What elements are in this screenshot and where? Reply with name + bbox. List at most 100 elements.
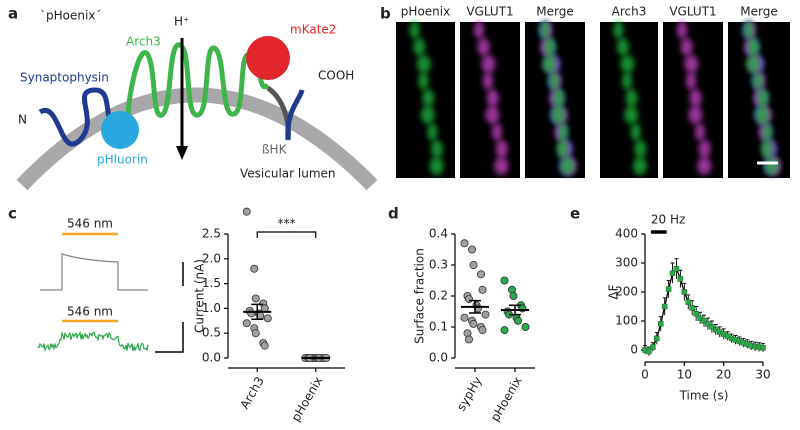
x-tick-label: Arch3 — [237, 374, 266, 411]
signal — [556, 140, 569, 158]
data-point — [467, 245, 476, 254]
data-point — [677, 276, 684, 282]
panel-b: b pHoenix VGLUT1 Merge Arch3 VGLUT1 Merge — [380, 5, 790, 178]
data-point — [469, 260, 478, 269]
synaptophysin-n — [38, 87, 131, 147]
data-point — [657, 321, 664, 327]
signal — [677, 21, 687, 39]
signal — [422, 89, 435, 107]
image-header: Arch3 — [612, 5, 647, 19]
signal — [755, 106, 770, 124]
data-point — [460, 239, 469, 248]
panel-c-traces: 546 nm 546 nm — [37, 217, 184, 353]
y-tick-label: 0.0 — [202, 351, 221, 365]
synaptophysin-label: Synaptophysin — [20, 71, 109, 85]
signal — [558, 123, 568, 141]
y-axis-label: ΔF — [607, 284, 621, 299]
signal — [632, 157, 647, 175]
data-point — [646, 348, 652, 355]
stimulus-label: 546 nm — [67, 305, 113, 319]
image-header: VGLUT1 — [669, 5, 716, 19]
signal — [760, 140, 773, 158]
signal — [409, 21, 420, 39]
n-label: N — [18, 113, 27, 127]
panel-label: a — [8, 5, 18, 23]
data-point — [654, 335, 660, 342]
data-point — [681, 289, 688, 295]
data-point — [247, 309, 256, 318]
y-axis-label: Surface fraction — [413, 248, 427, 344]
signal — [427, 123, 438, 141]
data-point — [500, 326, 509, 335]
signal — [684, 55, 699, 73]
data-point — [478, 285, 487, 294]
y-tick-label: 0.0 — [429, 351, 448, 365]
arch3-trace — [40, 253, 148, 291]
signal — [481, 55, 496, 73]
signal — [551, 106, 566, 124]
panel-label: d — [388, 205, 399, 223]
signal — [540, 21, 550, 39]
synaptophysin-c — [285, 89, 305, 141]
signal — [752, 72, 763, 90]
y-tick-label: 200 — [615, 285, 638, 299]
data-point — [521, 322, 530, 331]
x-tick-label: 20 — [716, 368, 731, 382]
data-point — [481, 310, 490, 319]
signal — [429, 157, 444, 175]
signal — [486, 89, 499, 107]
signal — [485, 106, 500, 124]
signal — [620, 55, 635, 73]
mkate2-label: mKate2 — [290, 23, 336, 37]
data-point — [650, 344, 656, 350]
signal — [747, 38, 760, 56]
significance-bracket — [256, 231, 317, 238]
y-tick-label: 0.4 — [429, 227, 448, 241]
data-point — [693, 311, 699, 317]
signal — [613, 21, 624, 39]
x-tick-label: 0 — [641, 368, 649, 382]
sem-bar — [309, 356, 322, 360]
data-point — [685, 299, 692, 305]
data-point — [260, 341, 269, 350]
arrow-head — [176, 146, 188, 160]
signal — [634, 140, 647, 158]
signal — [492, 123, 502, 141]
panel-label: c — [8, 205, 17, 223]
x-tick-label: 30 — [755, 368, 770, 382]
y-tick-label: 0.5 — [202, 326, 221, 340]
signal — [746, 55, 761, 73]
signal — [698, 140, 711, 158]
y-tick-label: 100 — [615, 314, 638, 328]
signal — [630, 123, 641, 141]
signal — [616, 38, 629, 56]
data-point — [460, 313, 469, 322]
data-point — [251, 329, 260, 338]
signal — [624, 106, 639, 124]
signal — [420, 106, 435, 124]
signal — [697, 157, 712, 175]
arch3-label: Arch3 — [126, 35, 161, 49]
signal — [695, 123, 705, 141]
y-tick-label: 0.2 — [429, 289, 448, 303]
data-point — [242, 319, 251, 328]
y-tick-label: 400 — [615, 227, 638, 241]
signal — [413, 38, 426, 56]
x-tick-label: pHoenix — [488, 374, 525, 424]
data-point — [705, 321, 711, 327]
signal — [552, 89, 565, 107]
data-point — [673, 266, 680, 272]
y-tick-label: 0.3 — [429, 258, 448, 272]
data-point — [661, 303, 668, 310]
stimulus-label: 20 Hz — [651, 213, 685, 227]
data-point — [464, 295, 473, 304]
panel-label: b — [380, 5, 391, 23]
signal — [762, 123, 773, 141]
data-point — [701, 318, 707, 324]
data-point — [669, 270, 676, 276]
signal — [622, 72, 633, 90]
signal — [495, 140, 508, 158]
mkate2 — [246, 36, 290, 80]
title: `pHoenix´ — [40, 9, 101, 23]
